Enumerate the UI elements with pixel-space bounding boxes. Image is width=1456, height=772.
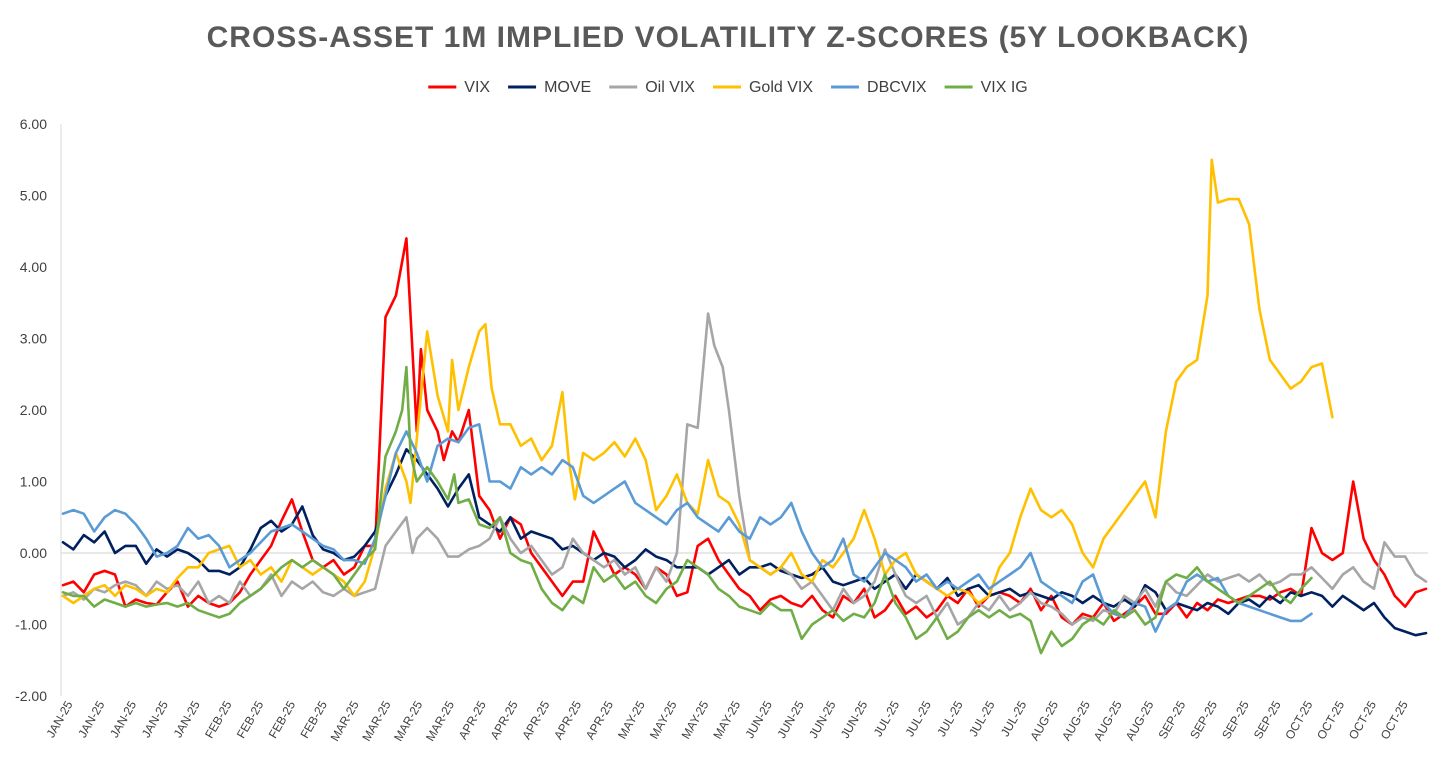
x-tick-label: JUL-25	[998, 698, 1030, 739]
y-tick-label: 0.00	[20, 545, 47, 561]
x-tick-label: AUG-25	[1091, 698, 1125, 743]
y-tick-label: 3.00	[20, 331, 47, 347]
x-tick-label: MAY-25	[615, 698, 648, 741]
x-tick-label: JUN-25	[838, 698, 871, 741]
x-tick-label: AUG-25	[1123, 698, 1157, 743]
y-tick-label: 5.00	[20, 188, 47, 204]
x-tick-label: JUN-25	[743, 698, 776, 741]
x-tick-label: JUL-25	[902, 698, 934, 739]
x-tick-label: MAR-25	[391, 698, 425, 743]
series-line-vix-ig	[61, 365, 1313, 655]
chart-title: CROSS-ASSET 1M IMPLIED VOLATILITY Z-SCOR…	[207, 21, 1250, 54]
x-tick-label: FEB-25	[234, 698, 267, 741]
legend-label: DBCVIX	[867, 79, 927, 96]
series-line-gold-vix	[61, 158, 1334, 605]
y-tick-label: -1.00	[15, 617, 47, 633]
x-tick-label: JAN-25	[107, 698, 139, 740]
x-tick-label: APR-25	[519, 698, 552, 742]
y-tick-label: 1.00	[20, 474, 47, 490]
y-tick-label: 4.00	[20, 259, 47, 275]
x-tick-label: JAN-25	[139, 698, 171, 740]
series-line-oil-vix	[61, 312, 1428, 626]
y-tick-label: 2.00	[20, 402, 47, 418]
legend-label: Oil VIX	[645, 79, 695, 96]
x-tick-label: JAN-25	[75, 698, 107, 740]
x-tick-label: JUN-25	[774, 698, 807, 741]
x-tick-label: JUL-25	[934, 698, 966, 739]
legend-label: MOVE	[544, 79, 591, 96]
x-tick-label: JAN-25	[171, 698, 203, 740]
x-tick-label: FEB-25	[297, 698, 330, 741]
y-tick-label: 6.00	[20, 116, 47, 132]
x-tick-label: JUL-25	[966, 698, 998, 739]
x-tick-label: MAY-25	[710, 698, 743, 741]
legend-label: Gold VIX	[749, 79, 813, 96]
x-tick-label: APR-25	[488, 698, 521, 742]
y-tick-label: -2.00	[15, 688, 47, 704]
x-tick-label: SEP-25	[1219, 698, 1252, 741]
x-tick-label: FEB-25	[202, 698, 235, 741]
x-tick-label: FEB-25	[266, 698, 299, 741]
x-tick-label: JAN-25	[43, 698, 75, 740]
x-tick-label: AUG-25	[1027, 698, 1061, 743]
x-tick-label: OCT-25	[1378, 698, 1411, 742]
x-tick-label: JUN-25	[806, 698, 839, 741]
x-tick-label: OCT-25	[1314, 698, 1347, 742]
legend: VIX MOVE Oil VIX Gold VIX DBCVIX VIX IG	[428, 79, 1028, 96]
legend-label: VIX	[464, 79, 490, 96]
series-line-vix	[61, 237, 1428, 626]
x-tick-label: MAR-25	[423, 698, 457, 743]
x-tick-label: AUG-25	[1059, 698, 1093, 743]
x-tick-label: MAY-25	[647, 698, 680, 741]
x-tick-label: OCT-25	[1346, 698, 1379, 742]
x-tick-label: SEP-25	[1251, 698, 1284, 741]
x-tick-label: JUL-25	[871, 698, 903, 739]
x-tick-label: APR-25	[456, 698, 489, 742]
series-layer	[61, 158, 1428, 655]
x-tick-label: MAR-25	[328, 698, 362, 743]
x-tick-label: APR-25	[583, 698, 616, 742]
legend-label: VIX IG	[981, 79, 1028, 96]
x-tick-label: SEP-25	[1187, 698, 1220, 741]
x-tick-label: MAR-25	[359, 698, 393, 743]
x-tick-label: SEP-25	[1155, 698, 1188, 741]
x-tick-label: APR-25	[551, 698, 584, 742]
x-tick-label: OCT-25	[1282, 698, 1315, 742]
x-tick-label: MAY-25	[679, 698, 712, 741]
series-line-dbcvix	[61, 423, 1313, 633]
axes: 6.005.004.003.002.001.000.00-1.00-2.00JA…	[15, 116, 1428, 744]
